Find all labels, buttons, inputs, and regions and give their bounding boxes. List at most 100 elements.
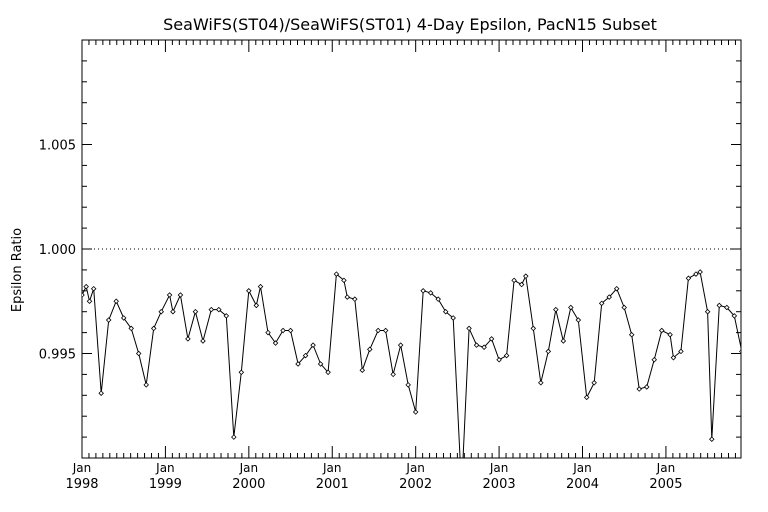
data-point <box>341 277 347 284</box>
data-point <box>280 327 286 334</box>
data-point <box>412 409 419 415</box>
data-point <box>545 348 552 355</box>
data-point <box>591 379 597 386</box>
data-point <box>98 390 104 396</box>
data-point <box>435 296 441 302</box>
data-point <box>709 436 715 442</box>
data-point <box>344 294 351 300</box>
data-point <box>359 367 366 373</box>
data-point <box>613 285 620 292</box>
data-point <box>177 292 184 298</box>
data-point <box>667 331 673 338</box>
y-tick-label: 1.000 <box>39 243 76 258</box>
series-group <box>82 269 759 491</box>
data-point <box>397 342 404 348</box>
data-point <box>200 338 206 344</box>
data-point <box>511 277 517 284</box>
data-point <box>86 298 93 305</box>
data-point <box>143 382 149 388</box>
chart-title: SeaWiFS(ST04)/SeaWiFS(ST01) 4-Day Epsilo… <box>163 15 657 34</box>
data-point <box>685 275 692 282</box>
data-point <box>265 329 271 336</box>
data-point <box>568 304 574 311</box>
data-point <box>636 386 642 392</box>
data-point <box>128 325 134 332</box>
y-tick-label: 0.995 <box>39 348 76 363</box>
data-point <box>246 288 252 294</box>
data-point <box>583 394 590 401</box>
data-point <box>481 344 487 350</box>
data-point <box>113 298 119 305</box>
series-line <box>82 271 741 458</box>
data-point <box>170 308 176 315</box>
data-point <box>606 294 612 300</box>
data-point <box>693 271 699 277</box>
data-point <box>442 308 449 315</box>
data-point <box>643 384 650 390</box>
data-point <box>272 340 279 346</box>
data-point <box>427 290 434 296</box>
data-point <box>538 379 544 386</box>
x-tick-year-label: 2000 <box>232 477 265 492</box>
data-point <box>678 348 684 355</box>
data-point <box>755 397 759 401</box>
x-tick-month-label: Jan <box>656 461 676 475</box>
data-point <box>716 302 723 309</box>
data-point <box>325 369 331 376</box>
data-point <box>150 325 157 332</box>
data-point <box>287 327 294 334</box>
x-tick-year-label: 2001 <box>316 477 349 492</box>
data-point <box>553 306 559 313</box>
data-point <box>459 487 463 491</box>
x-tick-year-label: 2002 <box>399 477 432 492</box>
data-point <box>231 434 237 440</box>
x-tick-month-label: Jan <box>572 461 592 475</box>
data-point <box>382 327 389 334</box>
data-point <box>466 325 472 332</box>
data-point <box>405 382 411 388</box>
data-point <box>503 352 510 359</box>
data-point <box>739 349 741 354</box>
data-point <box>651 357 658 363</box>
data-point <box>135 350 142 357</box>
data-point <box>105 317 112 323</box>
x-tick-year-label: 2004 <box>566 477 599 492</box>
data-point <box>450 315 456 321</box>
data-point <box>523 273 529 279</box>
data-point <box>621 304 627 311</box>
data-point <box>158 308 165 315</box>
data-point <box>488 336 495 342</box>
x-tick-month-label: Jan <box>322 461 342 475</box>
data-point <box>560 338 567 344</box>
data-point <box>317 361 324 367</box>
data-point <box>367 346 373 353</box>
data-point <box>90 285 97 292</box>
data-point <box>390 371 396 378</box>
data-point <box>120 315 127 321</box>
data-point <box>697 269 703 275</box>
data-point <box>496 357 502 363</box>
data-point <box>192 308 199 315</box>
data-point <box>724 304 730 311</box>
data-point <box>83 283 89 290</box>
data-point <box>375 327 381 334</box>
x-tick-month-label: Jan <box>155 461 175 475</box>
x-tick-month-label: Jan <box>405 461 425 475</box>
data-point <box>216 306 222 313</box>
data-point <box>704 308 711 315</box>
data-point <box>295 361 301 367</box>
x-tick-year-label: 1998 <box>65 477 98 492</box>
x-tick-year-label: 2003 <box>483 477 516 492</box>
y-axis-label: Epsilon Ratio <box>10 228 25 312</box>
data-point <box>253 302 260 309</box>
data-point <box>473 342 480 348</box>
data-point <box>628 331 635 338</box>
data-point <box>575 317 582 323</box>
data-point <box>310 342 316 348</box>
data-point <box>223 313 230 319</box>
data-point <box>208 306 215 313</box>
y-tick-label: 1.005 <box>39 139 76 154</box>
data-point <box>166 292 173 298</box>
x-tick-month-label: Jan <box>239 461 259 475</box>
